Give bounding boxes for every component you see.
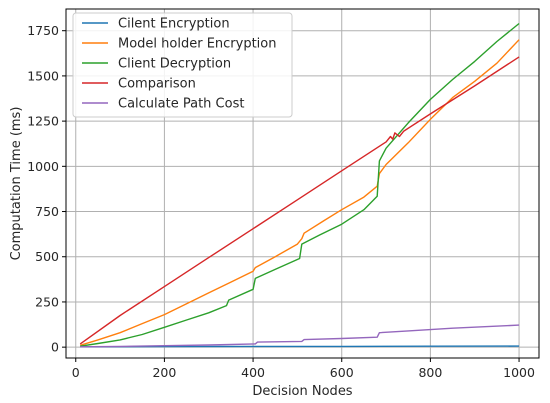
y-tick-label: 750 (35, 204, 59, 219)
y-tick-label: 250 (35, 294, 59, 309)
y-tick-label: 1500 (27, 68, 59, 83)
x-tick-label: 0 (72, 365, 80, 380)
x-tick-label: 400 (241, 365, 265, 380)
y-tick-label: 500 (35, 249, 59, 264)
legend-label: Client Decryption (118, 57, 231, 72)
series-line-1 (80, 345, 520, 348)
legend-label: Comparison (118, 77, 196, 92)
y-axis-label: Computation Time (ms) (9, 107, 24, 261)
x-tick-label: 600 (330, 365, 354, 380)
legend-label: Cilent Encryption (118, 17, 230, 32)
y-tick-label: 0 (51, 340, 59, 355)
y-tick-label: 1750 (27, 23, 59, 38)
x-tick-label: 800 (418, 365, 442, 380)
gridlines (66, 9, 539, 358)
x-tick-label: 1000 (503, 365, 535, 380)
x-tick-label: 200 (152, 365, 176, 380)
y-axis: 0 250 500 750 1000 1250 1500 1750 (27, 23, 66, 355)
series-line-2 (79, 39, 520, 346)
series-line-3 (80, 22, 520, 347)
x-axis-label: Decision Nodes (252, 384, 352, 399)
legend-label: Model holder Encryption (118, 37, 277, 52)
x-axis: 0 200 400 600 800 1000 (72, 358, 535, 380)
series-line-4 (79, 56, 520, 345)
y-tick-label: 1250 (27, 114, 59, 129)
series-group (79, 22, 520, 348)
legend-label: Calculate Path Cost (118, 97, 244, 112)
plot-frame (65, 8, 540, 359)
legend: Cilent Encryption Model holder Encryption… (72, 12, 293, 118)
series-line-5 (80, 324, 520, 348)
legend-box (72, 12, 293, 118)
y-tick-label: 1000 (27, 159, 59, 174)
